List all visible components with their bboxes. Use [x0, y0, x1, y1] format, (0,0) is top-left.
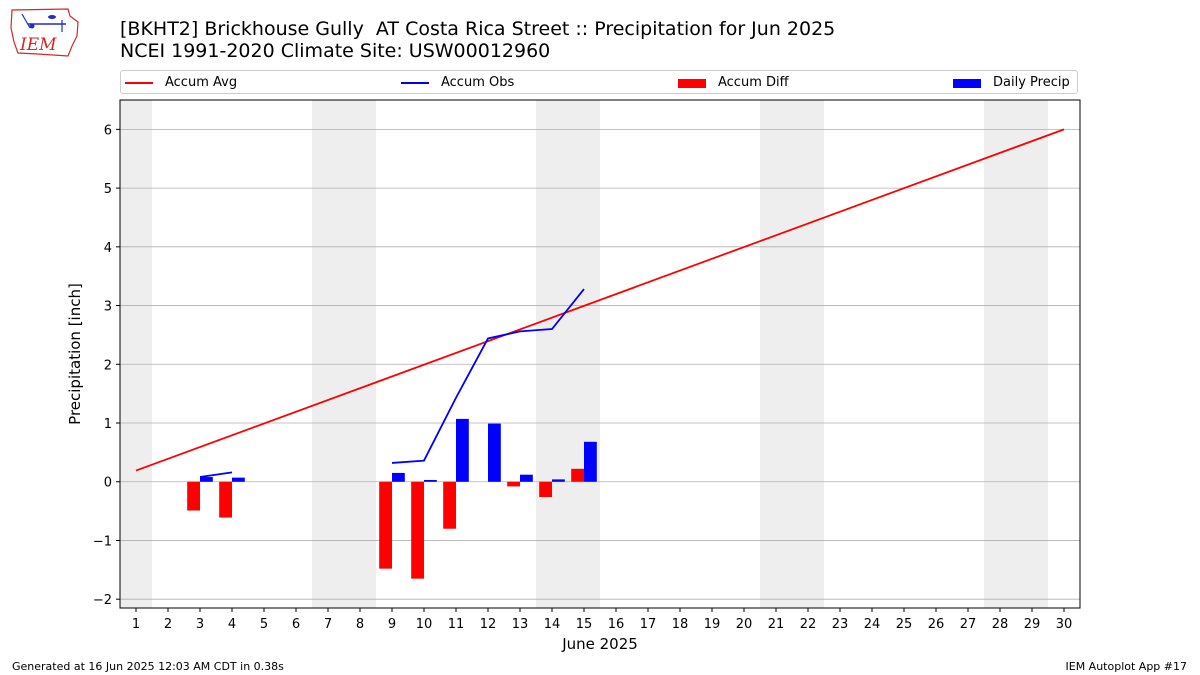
x-tick-label: 1 — [132, 617, 140, 632]
x-tick-label: 13 — [512, 617, 529, 632]
x-tick-label: 18 — [672, 617, 689, 632]
accum-avg-line — [135, 128, 1065, 472]
x-tick-label: 20 — [736, 617, 753, 632]
x-tick-label: 16 — [608, 617, 625, 632]
legend-accum-avg-label: Accum Avg — [165, 75, 238, 90]
daily-precip-bar — [488, 423, 501, 482]
x-tick-label: 15 — [576, 617, 593, 632]
daily-precip-bar — [392, 472, 405, 482]
y-tick-label: 2 — [104, 358, 112, 373]
x-tick-label: 21 — [768, 617, 785, 632]
generated-timestamp: Generated at 16 Jun 2025 12:03 AM CDT in… — [12, 660, 284, 673]
x-tick-label: 14 — [544, 617, 561, 632]
x-tick-label: 25 — [896, 617, 913, 632]
x-tick-label: 24 — [864, 617, 881, 632]
x-tick-label: 26 — [928, 617, 945, 632]
x-tick-label: 5 — [260, 617, 268, 632]
daily-precip-bar — [456, 418, 469, 482]
y-tick-label: 4 — [104, 241, 112, 256]
legend-daily-precip-label: Daily Precip — [993, 75, 1070, 90]
accum-diff-bar — [507, 481, 520, 487]
daily-precip-bar — [424, 479, 437, 482]
x-tick-label: 8 — [356, 617, 364, 632]
x-tick-label: 12 — [480, 617, 497, 632]
x-tick-label: 3 — [196, 617, 204, 632]
x-tick-label: 4 — [228, 617, 236, 632]
y-tick-label: 0 — [104, 476, 112, 491]
chart-title: [BKHT2] Brickhouse Gully AT Costa Rica S… — [120, 18, 835, 62]
y-tick-label: 3 — [104, 300, 112, 315]
accum-diff-bar — [187, 481, 200, 511]
legend-accum-obs-label: Accum Obs — [441, 75, 515, 90]
weekend-band — [536, 100, 600, 608]
weekend-band — [984, 100, 1048, 608]
x-axis-label: June 2025 — [561, 635, 638, 653]
y-tick-label: 5 — [104, 182, 112, 197]
weekend-band — [120, 100, 152, 608]
x-tick-label: 29 — [1024, 617, 1041, 632]
y-axis-label: Precipitation [inch] — [66, 283, 84, 425]
y-tick-label: −2 — [93, 593, 112, 608]
weekend-band — [312, 100, 376, 608]
x-tick-label: 23 — [832, 617, 849, 632]
x-tick-label: 22 — [800, 617, 817, 632]
logo-text: IEM — [19, 35, 57, 55]
x-tick-label: 19 — [704, 617, 721, 632]
x-tick-label: 9 — [388, 617, 396, 632]
x-tick-label: 7 — [324, 617, 332, 632]
weekend-band — [760, 100, 824, 608]
accum-diff-bar — [379, 481, 392, 569]
iem-logo: IEM — [8, 6, 80, 62]
accum-diff-bar — [443, 481, 456, 529]
accum-diff-bar — [539, 481, 552, 498]
x-tick-label: 11 — [448, 617, 465, 632]
y-tick-label: 1 — [104, 417, 112, 432]
chart-legend: Accum Avg Accum Obs Accum Diff Daily Pre… — [120, 70, 1078, 94]
x-tick-label: 27 — [960, 617, 977, 632]
legend-accum-diff-label: Accum Diff — [718, 75, 789, 90]
accum-obs-line — [199, 471, 233, 478]
x-tick-label: 10 — [416, 617, 433, 632]
app-label: IEM Autoplot App #17 — [1065, 660, 1188, 673]
daily-precip-bar — [232, 477, 245, 482]
x-tick-label: 6 — [292, 617, 300, 632]
daily-precip-bar — [520, 474, 533, 482]
x-tick-label: 17 — [640, 617, 657, 632]
title-line-2: NCEI 1991-2020 Climate Site: USW00012960 — [120, 40, 551, 62]
accum-diff-bar — [411, 481, 424, 579]
daily-precip-bar — [584, 441, 597, 482]
x-tick-label: 30 — [1056, 617, 1073, 632]
title-line-1: [BKHT2] Brickhouse Gully AT Costa Rica S… — [120, 18, 836, 40]
x-tick-label: 2 — [164, 617, 172, 632]
accum-diff-bar — [219, 481, 232, 518]
daily-precip-bar — [552, 479, 565, 482]
y-tick-label: −1 — [93, 534, 112, 549]
y-tick-label: 6 — [104, 123, 112, 138]
x-tick-label: 28 — [992, 617, 1009, 632]
plot-frame — [119, 99, 1081, 609]
daily-precip-bar — [200, 477, 213, 482]
accum-diff-bar — [571, 468, 584, 482]
accum-obs-line — [391, 288, 585, 464]
